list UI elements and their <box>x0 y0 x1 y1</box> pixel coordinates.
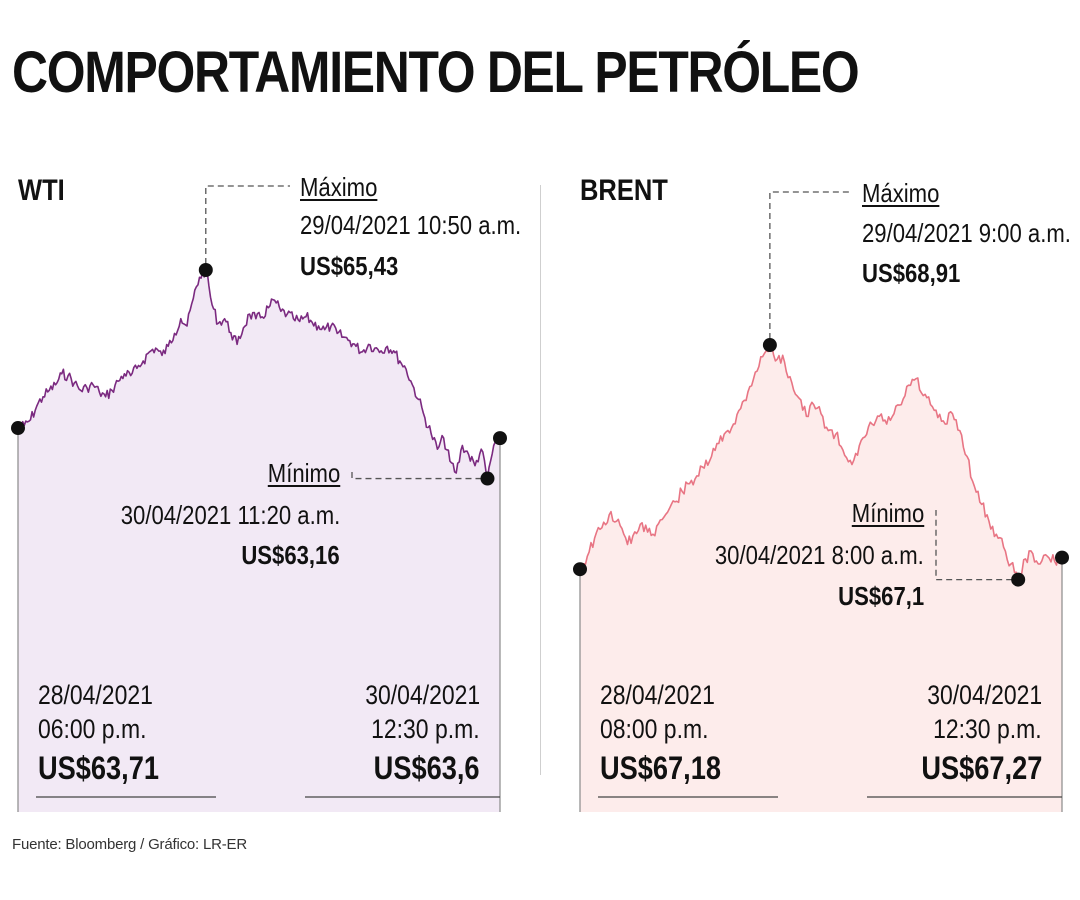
wti-min-datetime: 30/04/2021 11:20 a.m. <box>120 500 340 530</box>
brent-max-marker <box>762 338 777 353</box>
brent-max-label: Máximo <box>862 178 940 208</box>
brent-end-marker <box>1055 550 1069 565</box>
brent-max-leader <box>769 191 852 340</box>
brent-max-value: US$68,91 <box>862 258 961 288</box>
wti-max-datetime: 29/04/2021 10:50 a.m. <box>300 210 522 240</box>
wti-max-label: Máximo <box>300 172 378 202</box>
wti-min-value: US$63,16 <box>241 540 340 570</box>
brent-series-line <box>579 343 1063 581</box>
wti-min-leader <box>351 470 482 480</box>
wti-area-fill <box>18 270 500 812</box>
brent-max-datetime: 29/04/2021 9:00 a.m. <box>862 218 1071 248</box>
wti-start-date: 28/04/2021 <box>38 680 153 710</box>
wti-start-time: 06:00 p.m. <box>38 714 147 744</box>
wti-min-label: Mínimo <box>267 458 340 488</box>
brent-min-datetime: 30/04/2021 8:00 a.m. <box>715 540 924 570</box>
brent-start-date: 28/04/2021 <box>600 680 715 710</box>
page-title: COMPORTAMIENTO DEL PETRÓLEO <box>12 40 860 105</box>
wti-start-marker <box>11 421 25 436</box>
wti-max-value: US$65,43 <box>300 251 399 281</box>
wti-title: WTI <box>18 174 65 207</box>
wti-series-line <box>17 269 501 480</box>
brent-end-date: 30/04/2021 <box>927 680 1042 710</box>
wti-start-value: US$63,71 <box>38 750 159 786</box>
brent-start-marker <box>573 562 587 577</box>
wti-end-value: US$63,6 <box>374 750 480 786</box>
source-note: Fuente: Bloomberg / Gráfico: LR-ER <box>12 836 247 853</box>
wti-end-date: 30/04/2021 <box>365 680 480 710</box>
brent-min-marker <box>1011 572 1026 587</box>
wti-max-leader <box>205 185 290 264</box>
wti-end-marker <box>493 431 507 446</box>
wti-max-marker <box>198 262 213 277</box>
brent-min-label: Mínimo <box>851 498 924 528</box>
brent-end-value: US$67,27 <box>921 750 1042 786</box>
brent-title: BRENT <box>580 174 668 207</box>
brent-area-fill <box>580 344 1062 812</box>
brent-start-time: 08:00 p.m. <box>600 714 709 744</box>
wti-end-time: 12:30 p.m. <box>371 714 480 744</box>
panel-divider <box>540 185 541 775</box>
wti-min-marker <box>480 471 495 486</box>
brent-start-value: US$67,18 <box>600 750 721 786</box>
brent-min-value: US$67,1 <box>837 581 924 611</box>
brent-min-leader <box>935 510 1013 581</box>
brent-end-time: 12:30 p.m. <box>933 714 1042 744</box>
